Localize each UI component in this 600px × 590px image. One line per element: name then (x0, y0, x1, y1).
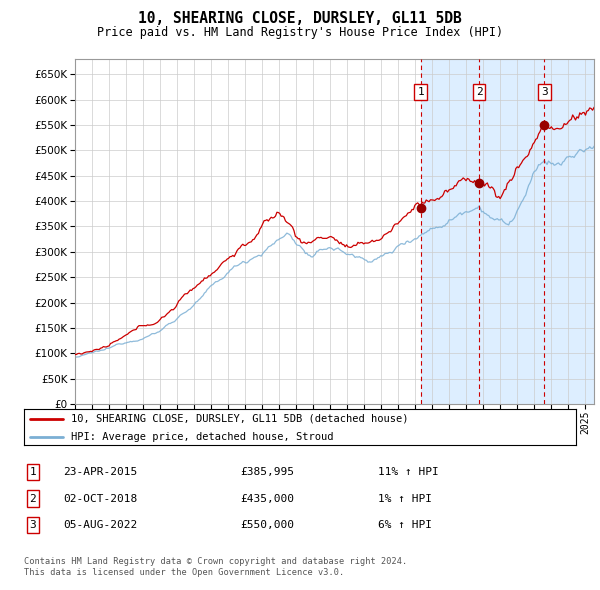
Text: £550,000: £550,000 (240, 520, 294, 530)
Text: £385,995: £385,995 (240, 467, 294, 477)
Text: HPI: Average price, detached house, Stroud: HPI: Average price, detached house, Stro… (71, 432, 334, 442)
Text: 11% ↑ HPI: 11% ↑ HPI (378, 467, 439, 477)
Bar (421, 59, 600, 404)
Text: 2: 2 (476, 87, 482, 97)
Text: 2: 2 (29, 494, 37, 503)
Text: This data is licensed under the Open Government Licence v3.0.: This data is licensed under the Open Gov… (24, 568, 344, 577)
Text: 10, SHEARING CLOSE, DURSLEY, GL11 5DB (detached house): 10, SHEARING CLOSE, DURSLEY, GL11 5DB (d… (71, 414, 409, 424)
Text: Contains HM Land Registry data © Crown copyright and database right 2024.: Contains HM Land Registry data © Crown c… (24, 557, 407, 566)
Text: 6% ↑ HPI: 6% ↑ HPI (378, 520, 432, 530)
Text: 05-AUG-2022: 05-AUG-2022 (63, 520, 137, 530)
Text: £435,000: £435,000 (240, 494, 294, 503)
Text: 1: 1 (29, 467, 37, 477)
Text: 10, SHEARING CLOSE, DURSLEY, GL11 5DB: 10, SHEARING CLOSE, DURSLEY, GL11 5DB (138, 11, 462, 27)
Text: Price paid vs. HM Land Registry's House Price Index (HPI): Price paid vs. HM Land Registry's House … (97, 26, 503, 39)
Text: 02-OCT-2018: 02-OCT-2018 (63, 494, 137, 503)
Text: 1% ↑ HPI: 1% ↑ HPI (378, 494, 432, 503)
Text: 1: 1 (417, 87, 424, 97)
Text: 23-APR-2015: 23-APR-2015 (63, 467, 137, 477)
Text: 3: 3 (541, 87, 548, 97)
Text: 3: 3 (29, 520, 37, 530)
